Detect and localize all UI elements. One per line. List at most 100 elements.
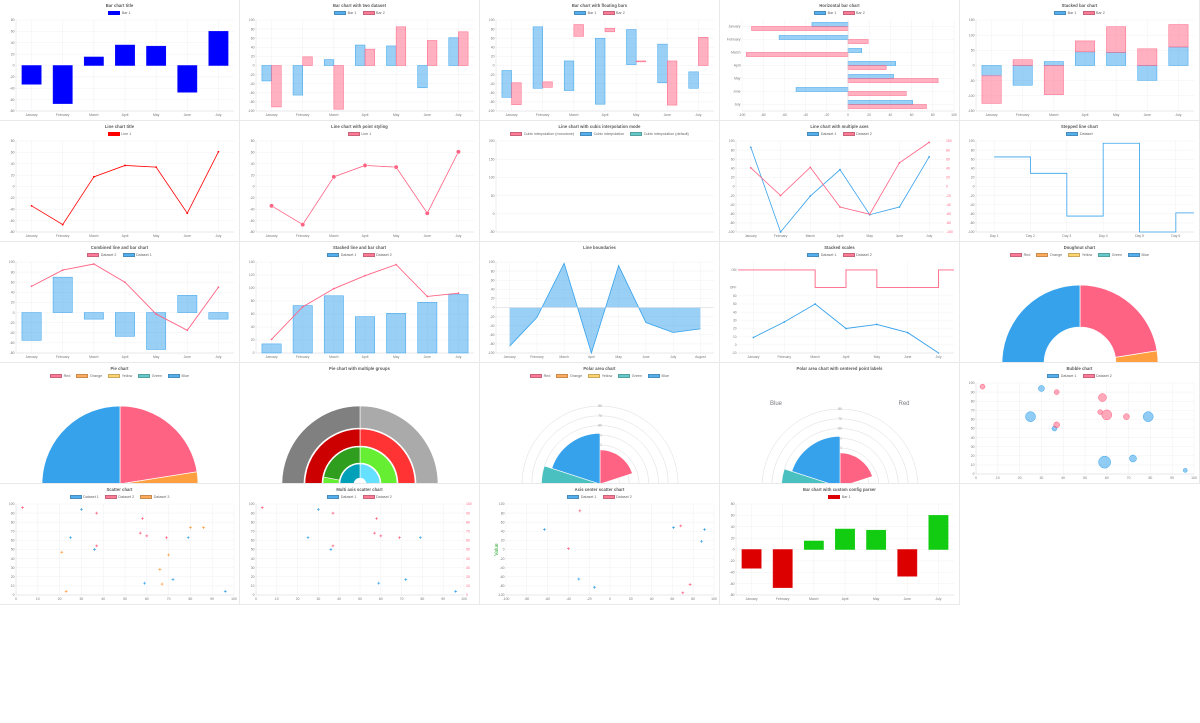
legend-item[interactable]: Bar 1: [814, 11, 837, 15]
legend-item[interactable]: Bar 1: [108, 11, 131, 15]
legend-item[interactable]: Cubic interpolation (monotone): [510, 132, 574, 136]
chart-plot-area[interactable]: -100 -80 -60 -40 -20 0 20 40 60 80 100 January Febru…: [240, 0, 480, 121]
legend-item[interactable]: Dataset 1: [1047, 374, 1077, 378]
legend-item[interactable]: Dataset 2: [842, 253, 872, 257]
chart-card-axis-center-scatter-chart[interactable]: Axis center scatter chart Dataset 1 Datase…: [480, 484, 720, 605]
chart-plot-area[interactable]: [0, 363, 240, 484]
legend-item[interactable]: Line 1: [107, 132, 131, 136]
legend-item[interactable]: Red: [50, 374, 70, 378]
legend-item[interactable]: Dataset: [1066, 132, 1093, 136]
chart-card-bar-chart-title[interactable]: Bar chart title Bar 1 -80 -60 -40 -20 0 20 40 60 8…: [0, 0, 240, 121]
chart-plot-area[interactable]: -100 -80 -60 -40 -20 0 20 40 60 80 100 January Febru…: [720, 0, 960, 121]
chart-plot-area[interactable]: -80 -60 -40 -20 0 20 40 60 80 January February Marc…: [240, 121, 480, 242]
legend-item[interactable]: Dataset 2: [1082, 374, 1112, 378]
chart-plot-area[interactable]: -100 -80 -60 -40 -20 0 20 40 60 80 100 January Febru…: [720, 121, 960, 242]
chart-card-bar-chart-custom-config-parser[interactable]: Bar chart with custom config parser Bar 1…: [720, 484, 960, 605]
chart-card-bar-chart-two-dataset[interactable]: Bar chart with two dataset Bar 1 Bar 2 -100…: [240, 0, 480, 121]
chart-plot-area[interactable]: -80 -60 -40 -20 0 20 40 60 80 January February Marc…: [720, 484, 960, 605]
legend-item[interactable]: Yellow: [1068, 253, 1092, 257]
chart-plot-area[interactable]: -100 -80 -60 -40 -20 0 20 40 60 80 100 January Febru…: [480, 0, 720, 121]
chart-plot-area[interactable]: -80 -60 -40 -20 0 20 40 60 80 100 January February M…: [0, 242, 240, 363]
chart-plot-area[interactable]: 20304050607080RedBlue: [720, 363, 960, 484]
legend-item[interactable]: Yellow: [588, 374, 612, 378]
chart-plot-area[interactable]: 0 20 40 60 80 100 120 140 January February March Ap…: [240, 242, 480, 363]
legend-item[interactable]: Bar 1: [574, 11, 597, 15]
chart-card-line-chart-title[interactable]: Line chart title Line 1 -80 -60 -40 -20 0 20 40 6…: [0, 121, 240, 242]
svg-text:July: July: [670, 355, 676, 359]
chart-card-bubble-chart[interactable]: Bubble chart Dataset 1 Dataset 2 0 10 20 30 40 5…: [960, 363, 1200, 484]
legend-item[interactable]: Orange: [556, 374, 582, 378]
legend-item[interactable]: Blue: [167, 374, 189, 378]
legend-item[interactable]: Orange: [76, 374, 102, 378]
chart-plot-area[interactable]: -50 0 50 100 150 200: [480, 121, 720, 242]
chart-card-pie-chart-multiple-groups[interactable]: Pie chart with multiple groups: [240, 363, 480, 484]
chart-plot-area[interactable]: January February March April May June July ON OF…: [720, 242, 960, 363]
legend-item[interactable]: Bar 2: [1082, 11, 1105, 15]
legend-item[interactable]: Dataset 1: [327, 253, 357, 257]
chart-card-polar-area-chart[interactable]: Polar area chart Red Orange Yellow Green Blue…: [480, 363, 720, 484]
chart-card-bar-chart-floating-bars[interactable]: Bar chart with floating bars Bar 1 Bar 2 -1…: [480, 0, 720, 121]
chart-plot-area[interactable]: [960, 242, 1200, 363]
legend-item[interactable]: Bar 1: [334, 11, 357, 15]
chart-card-pie-chart[interactable]: Pie chart Red Orange Yellow Green Blue: [0, 363, 240, 484]
legend-item[interactable]: Bar 1: [1054, 11, 1077, 15]
legend-item[interactable]: Dataset 1: [122, 253, 152, 257]
legend-item[interactable]: Orange: [1036, 253, 1062, 257]
chart-card-doughnut-chart[interactable]: Doughnut chart Red Orange Yellow Green Blue: [960, 242, 1200, 363]
legend-item[interactable]: Dataset 1: [807, 253, 837, 257]
chart-card-multi-axis-scatter-chart[interactable]: Multi axis scatter chart Dataset 1 Dataset…: [240, 484, 480, 605]
chart-card-line-chart-point-styling[interactable]: Line chart with point styling Line 1 -80 -6…: [240, 121, 480, 242]
chart-plot-area[interactable]: -80 -60 -40 -20 0 20 40 60 80 January February Marc…: [0, 0, 240, 121]
legend-item[interactable]: Dataset 1: [69, 495, 99, 499]
legend-item[interactable]: Blue: [647, 374, 669, 378]
chart-plot-area[interactable]: -150 -100 -50 0 50 100 150 January February March…: [960, 0, 1200, 121]
chart-card-stacked-line-and-bar-chart[interactable]: Stacked line and bar chart Dataset 1 Datas…: [240, 242, 480, 363]
chart-card-horizontal-bar-chart[interactable]: Horizontal bar chart Bar 1 Bar 2 -100 -80 -60…: [720, 0, 960, 121]
legend-item[interactable]: Dataset 1: [327, 495, 357, 499]
chart-plot-area[interactable]: -100 -80 -60 -40 -20 0 20 40 60 80 100 Day 1 Day 2 Da…: [960, 121, 1200, 242]
legend-item[interactable]: Dataset 2: [602, 495, 632, 499]
svg-text:-20: -20: [946, 194, 951, 198]
chart-card-line-chart-cubic-interpolation[interactable]: Line chart with cubic interpolation mode…: [480, 121, 720, 242]
chart-card-scatter-chart[interactable]: Scatter chart Dataset 1 Dataset 2 Dataset 3…: [0, 484, 240, 605]
legend-item[interactable]: Line 1: [347, 132, 371, 136]
legend-item[interactable]: Dataset 2: [842, 132, 872, 136]
chart-card-stacked-bar-chart[interactable]: Stacked bar chart Bar 1 Bar 2 -150 -100 -50 0 5…: [960, 0, 1200, 121]
chart-plot-area[interactable]: [240, 363, 480, 484]
legend-item[interactable]: Bar 2: [362, 11, 385, 15]
chart-plot-area[interactable]: -100 -80 -60 -40 -20 0 20 40 60 80 100 -100 -80 -60 -4…: [480, 484, 720, 605]
legend-item[interactable]: Yellow: [108, 374, 132, 378]
svg-text:-60: -60: [250, 91, 255, 95]
legend-item[interactable]: Dataset 2: [362, 495, 392, 499]
legend-item[interactable]: Green: [138, 374, 162, 378]
chart-card-polar-area-centered-point-labels[interactable]: Polar area chart with centered point lab…: [720, 363, 960, 484]
chart-plot-area[interactable]: -80 -60 -40 -20 0 20 40 60 80 January February Marc…: [0, 121, 240, 242]
legend-item[interactable]: Dataset 1: [567, 495, 597, 499]
chart-card-line-boundaries[interactable]: Line boundaries -100 -80 -60 -40 -20 0 20 40 60 80…: [480, 242, 720, 363]
chart-card-stepped-line-chart[interactable]: Stepped line chart Dataset -100 -80 -60 -40 -2…: [960, 121, 1200, 242]
legend-item[interactable]: Cubic interpolation: [580, 132, 624, 136]
legend-item[interactable]: Bar 2: [602, 11, 625, 15]
legend-item[interactable]: Cubic interpolation (default): [630, 132, 689, 136]
legend-item[interactable]: Bar 1: [828, 495, 851, 499]
legend-item[interactable]: Green: [618, 374, 642, 378]
legend-item[interactable]: Dataset 1: [807, 132, 837, 136]
chart-plot-area[interactable]: -100 -80 -60 -40 -20 0 20 40 60 80 100 January Febru…: [480, 242, 720, 363]
legend-item[interactable]: Bar 2: [842, 11, 865, 15]
legend-item[interactable]: Red: [1010, 253, 1030, 257]
legend-item[interactable]: Green: [1098, 253, 1122, 257]
legend-item[interactable]: Dataset 2: [87, 253, 117, 257]
legend-item[interactable]: Blue: [1127, 253, 1149, 257]
legend-item[interactable]: Dataset 2: [104, 495, 134, 499]
chart-card-line-chart-multiple-axes[interactable]: Line chart with multiple axes Dataset 1 Da…: [720, 121, 960, 242]
legend-item[interactable]: Red: [530, 374, 550, 378]
chart-card-stacked-scales[interactable]: Stacked scales Dataset 1 Dataset 2 January F…: [720, 242, 960, 363]
chart-card-combined-line-and-bar-chart[interactable]: Combined line and bar chart Dataset 2 Data…: [0, 242, 240, 363]
legend-item[interactable]: Dataset 2: [362, 253, 392, 257]
legend-item[interactable]: Dataset 3: [140, 495, 169, 499]
svg-text:February: February: [777, 355, 791, 359]
